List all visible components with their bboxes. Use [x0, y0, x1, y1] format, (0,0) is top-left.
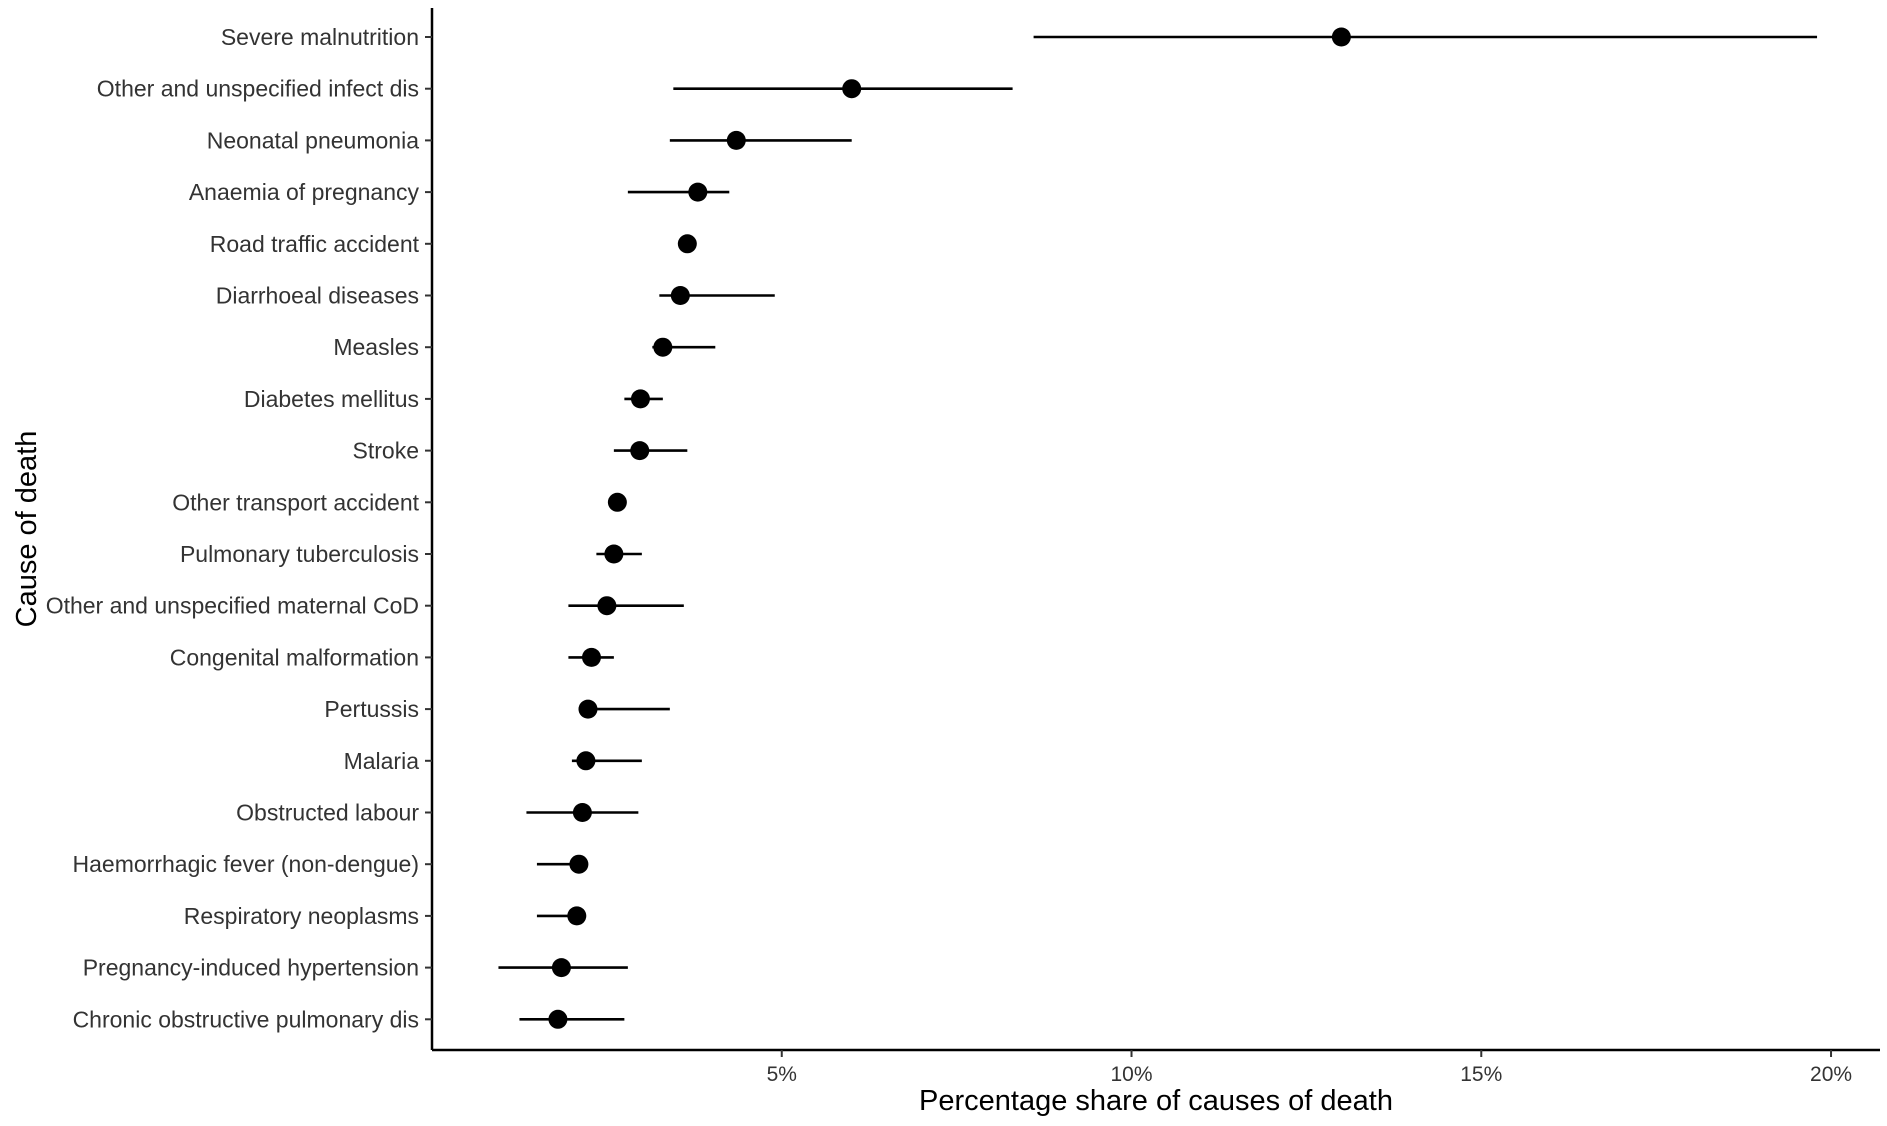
y-tick-label: Pertussis: [324, 696, 419, 722]
y-tick-label: Diarrhoeal diseases: [216, 283, 419, 309]
data-point: [677, 234, 697, 254]
data-point: [551, 958, 571, 978]
data-point: [653, 337, 673, 357]
data-point: [548, 1009, 568, 1029]
y-tick-label: Stroke: [353, 438, 419, 464]
x-tick-label: 5%: [767, 1063, 797, 1086]
data-point: [576, 751, 596, 771]
data-point: [688, 182, 708, 202]
data-point: [604, 544, 624, 564]
data-point: [630, 441, 650, 461]
data-point: [581, 647, 601, 667]
y-tick-label: Measles: [333, 334, 419, 360]
y-axis-title: Cause of death: [11, 431, 43, 628]
data-point: [569, 854, 589, 874]
y-tick-label: Other transport accident: [172, 489, 419, 515]
data-point: [842, 79, 862, 99]
y-tick-label: Haemorrhagic fever (non-dengue): [73, 851, 419, 877]
y-axis-ticks: Severe malnutrition Other and unspecified…: [46, 24, 432, 1032]
y-tick-label: Malaria: [344, 748, 420, 774]
y-tick-label: Road traffic accident: [210, 231, 420, 257]
y-tick-label: Obstructed labour: [236, 800, 419, 826]
y-tick-label: Diabetes mellitus: [244, 386, 419, 412]
data-point: [726, 130, 746, 150]
data-point: [607, 492, 627, 512]
y-tick-label: Severe malnutrition: [221, 24, 419, 50]
data-point: [630, 389, 650, 409]
y-tick-label: Other and unspecified maternal CoD: [46, 593, 419, 619]
data-point: [572, 803, 592, 822]
y-tick-label: Congenital malformation: [170, 644, 419, 670]
data-point: [567, 906, 587, 926]
data-point: [578, 699, 598, 719]
y-tick-label: Pulmonary tuberculosis: [180, 541, 419, 567]
plot-area: [430, 8, 1880, 1052]
x-tick-label: 15%: [1460, 1063, 1502, 1086]
x-axis-title: Percentage share of causes of death: [919, 1085, 1393, 1117]
y-tick-label: Chronic obstructive pulmonary dis: [73, 1006, 419, 1032]
data-point: [1331, 27, 1351, 47]
y-tick-label: Neonatal pneumonia: [207, 127, 419, 153]
data-point: [670, 286, 690, 305]
points: [548, 27, 1351, 1029]
x-axis-ticks: 5% 10% 15% 20%: [767, 1050, 1852, 1086]
x-tick-label: 10%: [1111, 1063, 1153, 1086]
x-tick-label: 20%: [1810, 1063, 1852, 1086]
data-point: [597, 596, 617, 616]
y-tick-label: Anaemia of pregnancy: [189, 179, 420, 205]
y-tick-label: Respiratory neoplasms: [184, 903, 419, 929]
y-tick-label: Other and unspecified infect dis: [97, 76, 419, 102]
y-tick-label: Pregnancy-induced hypertension: [83, 955, 419, 981]
